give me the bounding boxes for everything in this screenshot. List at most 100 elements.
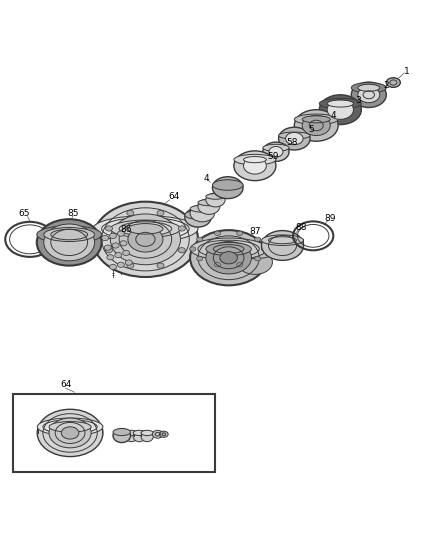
- Ellipse shape: [112, 243, 119, 248]
- Ellipse shape: [244, 157, 266, 163]
- Ellipse shape: [61, 427, 79, 439]
- Ellipse shape: [133, 431, 145, 442]
- Ellipse shape: [279, 127, 310, 150]
- Ellipse shape: [93, 216, 198, 242]
- Ellipse shape: [37, 219, 102, 265]
- Ellipse shape: [185, 211, 211, 219]
- Ellipse shape: [178, 226, 185, 231]
- Text: 64: 64: [168, 192, 180, 201]
- Ellipse shape: [37, 226, 102, 243]
- Ellipse shape: [351, 83, 386, 93]
- Ellipse shape: [319, 98, 361, 109]
- Ellipse shape: [294, 114, 338, 125]
- Ellipse shape: [254, 237, 261, 241]
- Ellipse shape: [110, 214, 180, 265]
- Ellipse shape: [261, 231, 304, 260]
- Ellipse shape: [358, 87, 380, 103]
- Text: 89: 89: [324, 214, 336, 223]
- Text: 4: 4: [204, 174, 209, 182]
- Ellipse shape: [286, 133, 303, 145]
- Ellipse shape: [351, 82, 386, 108]
- Ellipse shape: [115, 253, 122, 258]
- Ellipse shape: [269, 147, 283, 157]
- Ellipse shape: [152, 430, 163, 438]
- Ellipse shape: [206, 241, 251, 274]
- Ellipse shape: [117, 262, 124, 268]
- Ellipse shape: [206, 193, 225, 207]
- Text: 5: 5: [308, 125, 314, 134]
- Ellipse shape: [128, 227, 163, 252]
- Ellipse shape: [206, 243, 251, 255]
- Ellipse shape: [104, 245, 111, 251]
- Text: 65: 65: [18, 209, 29, 219]
- Ellipse shape: [127, 211, 134, 216]
- Ellipse shape: [133, 430, 145, 435]
- Ellipse shape: [110, 264, 117, 270]
- Ellipse shape: [157, 211, 164, 216]
- Ellipse shape: [159, 431, 168, 437]
- Ellipse shape: [190, 247, 196, 251]
- Ellipse shape: [190, 204, 215, 222]
- Ellipse shape: [358, 84, 380, 91]
- Ellipse shape: [327, 100, 353, 119]
- Ellipse shape: [190, 238, 267, 260]
- Text: 86: 86: [120, 225, 132, 234]
- Ellipse shape: [198, 199, 220, 206]
- Ellipse shape: [49, 422, 91, 432]
- Ellipse shape: [37, 418, 103, 435]
- Ellipse shape: [178, 248, 185, 253]
- Ellipse shape: [197, 237, 203, 241]
- Ellipse shape: [237, 231, 243, 236]
- Ellipse shape: [279, 132, 310, 139]
- Ellipse shape: [157, 263, 164, 268]
- Ellipse shape: [220, 252, 237, 264]
- Ellipse shape: [49, 418, 91, 448]
- Ellipse shape: [215, 262, 221, 267]
- Text: 85: 85: [68, 209, 79, 219]
- Ellipse shape: [386, 78, 400, 87]
- Ellipse shape: [127, 263, 134, 268]
- Text: 87: 87: [249, 227, 261, 236]
- Ellipse shape: [185, 208, 211, 227]
- Ellipse shape: [215, 231, 221, 236]
- Ellipse shape: [254, 256, 261, 261]
- Text: 88: 88: [295, 223, 307, 231]
- Ellipse shape: [234, 155, 276, 165]
- Ellipse shape: [237, 262, 243, 267]
- Ellipse shape: [261, 247, 268, 251]
- Ellipse shape: [294, 110, 338, 141]
- Ellipse shape: [327, 100, 353, 107]
- Ellipse shape: [93, 201, 198, 277]
- Ellipse shape: [302, 115, 330, 135]
- Ellipse shape: [190, 230, 267, 285]
- Ellipse shape: [212, 180, 243, 190]
- Ellipse shape: [44, 224, 95, 261]
- Ellipse shape: [117, 231, 124, 236]
- Ellipse shape: [123, 251, 130, 255]
- Ellipse shape: [212, 177, 243, 199]
- Text: 1: 1: [403, 67, 410, 76]
- Ellipse shape: [190, 205, 215, 212]
- Ellipse shape: [44, 228, 95, 241]
- Text: 58: 58: [286, 139, 297, 148]
- Ellipse shape: [128, 223, 163, 234]
- Text: 59: 59: [268, 151, 279, 160]
- Ellipse shape: [198, 199, 220, 214]
- Ellipse shape: [244, 157, 266, 174]
- Ellipse shape: [106, 248, 113, 253]
- Ellipse shape: [141, 430, 153, 435]
- Text: 64: 64: [60, 380, 71, 389]
- Text: 3: 3: [355, 95, 361, 104]
- Ellipse shape: [110, 233, 117, 238]
- Ellipse shape: [206, 193, 225, 199]
- Ellipse shape: [302, 116, 330, 123]
- Ellipse shape: [113, 429, 131, 442]
- Ellipse shape: [263, 144, 289, 151]
- Ellipse shape: [234, 151, 276, 181]
- Ellipse shape: [125, 430, 138, 435]
- Ellipse shape: [120, 241, 127, 246]
- Ellipse shape: [237, 250, 272, 274]
- Ellipse shape: [110, 220, 180, 238]
- Text: 4: 4: [331, 111, 336, 120]
- Ellipse shape: [261, 235, 304, 246]
